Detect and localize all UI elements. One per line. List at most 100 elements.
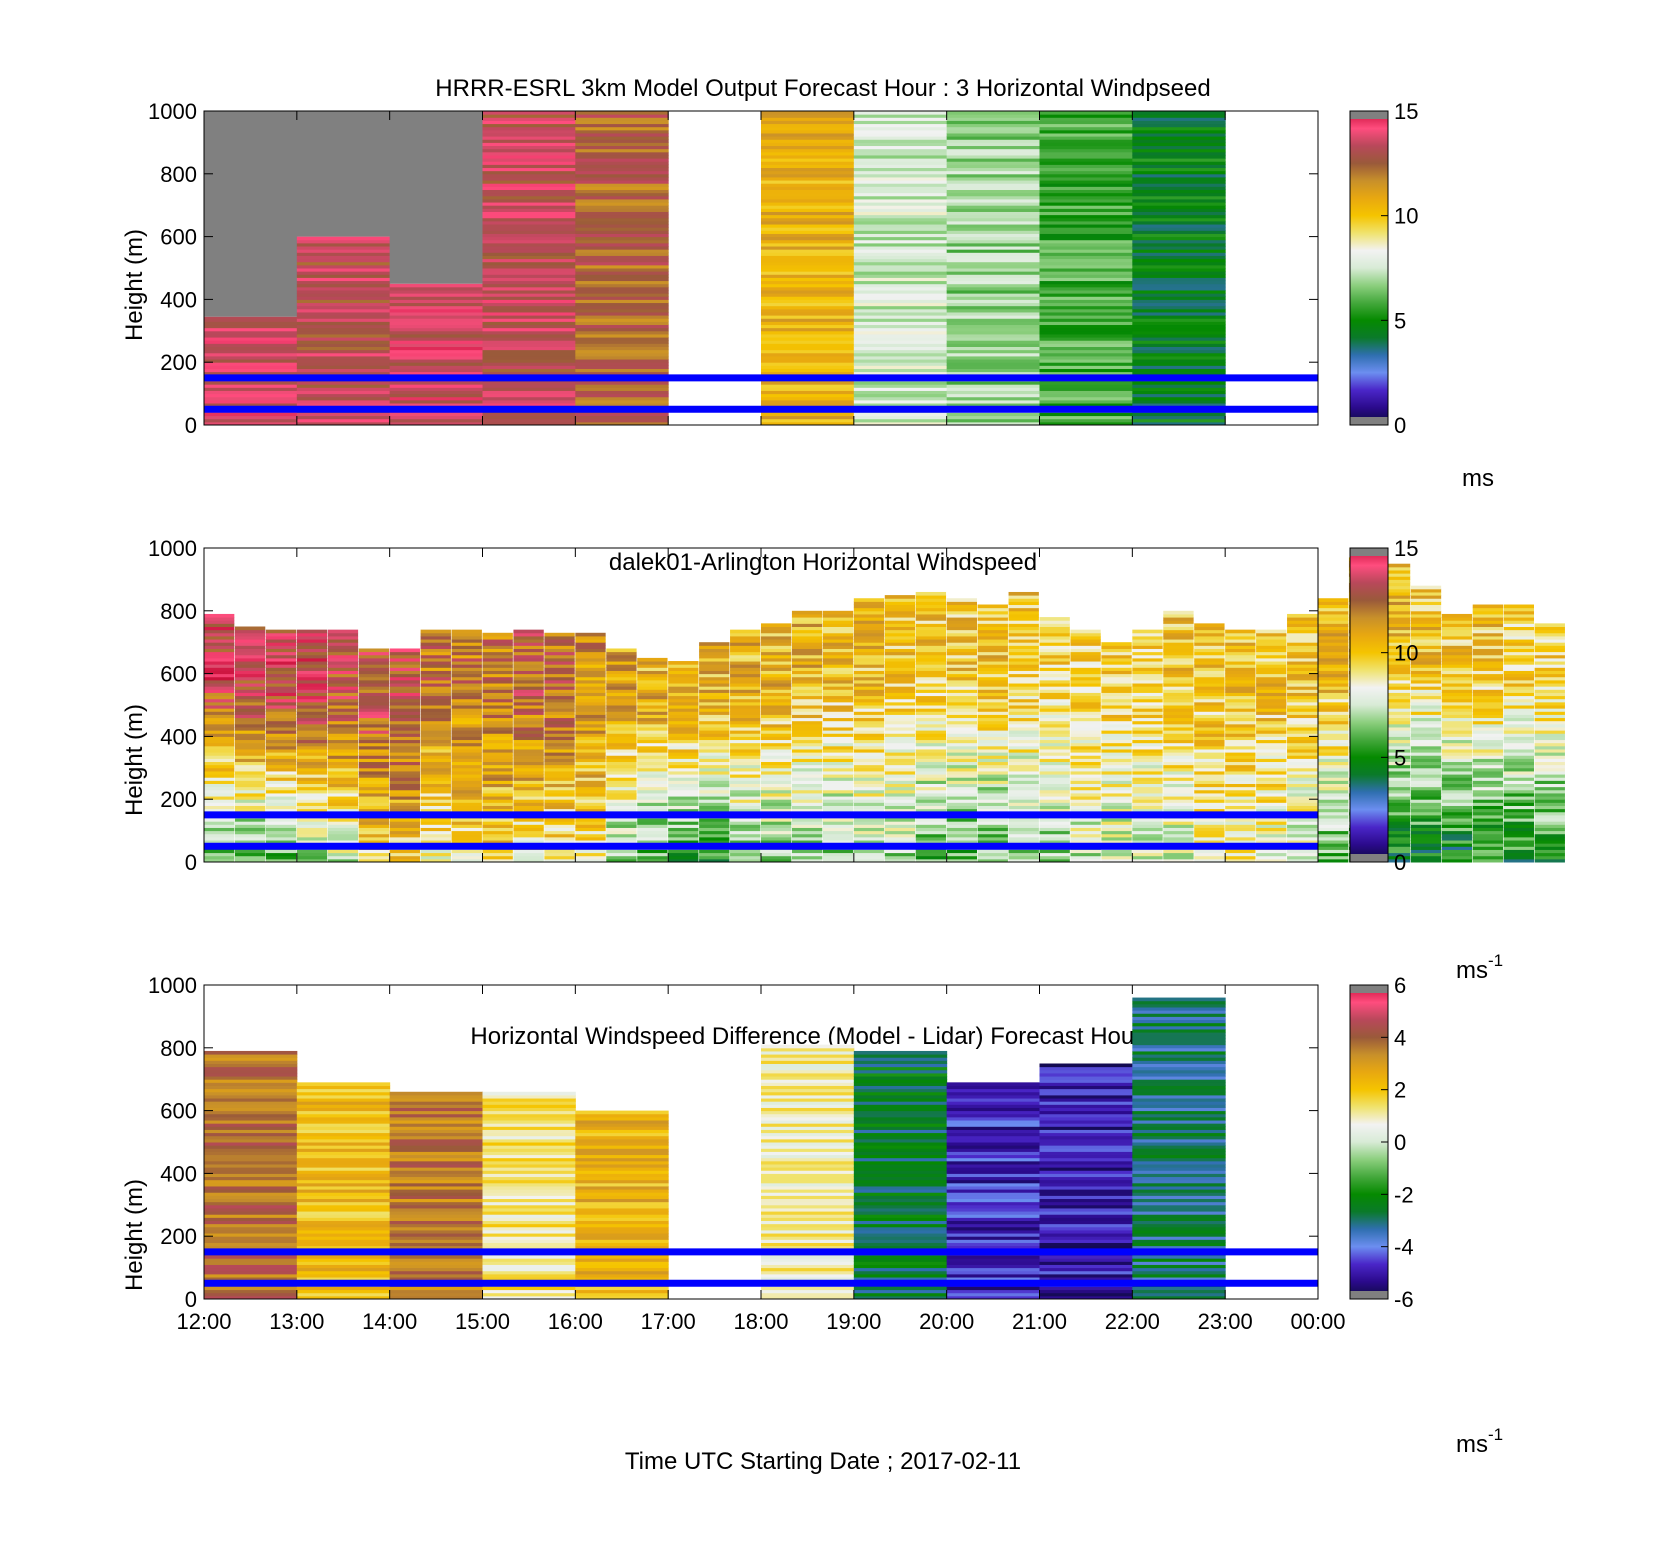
heatmap-cell — [389, 654, 420, 659]
heatmap-cell — [1410, 595, 1442, 599]
heatmap-cell — [1256, 858, 1287, 863]
heatmap-cell — [296, 676, 328, 681]
heatmap-cell — [204, 780, 235, 784]
heatmap-cell — [327, 777, 359, 781]
heatmap-cell — [853, 1179, 948, 1184]
heatmap-cell — [761, 1289, 855, 1294]
heatmap-cell — [637, 767, 668, 772]
heatmap-cell — [265, 774, 297, 778]
heatmap-cell — [482, 657, 513, 662]
heatmap-cell — [977, 683, 1008, 687]
heatmap-cell — [265, 802, 297, 806]
heatmap-cell — [1039, 642, 1070, 646]
heatmap-cell — [358, 736, 390, 741]
heatmap-cell — [1503, 604, 1534, 609]
heatmap-cell — [946, 1204, 1040, 1209]
heatmap-cell — [1039, 211, 1133, 216]
heatmap-cell — [884, 852, 916, 857]
heatmap-cell — [265, 673, 297, 678]
heatmap-cell — [637, 679, 668, 684]
heatmap-cell — [915, 783, 947, 788]
heatmap-cell — [1070, 761, 1101, 766]
heatmap-cell — [1101, 855, 1132, 860]
heatmap-cell — [1070, 796, 1101, 800]
heatmap-cell — [1318, 610, 1349, 615]
heatmap-cell — [1472, 698, 1504, 703]
heatmap-cell — [761, 220, 855, 225]
heatmap-cell — [1318, 686, 1349, 690]
heatmap-cell — [853, 142, 948, 147]
heatmap-cell — [1194, 711, 1225, 715]
heatmap-cell — [1534, 774, 1565, 778]
heatmap-cell — [884, 824, 916, 828]
heatmap-cell — [451, 639, 482, 643]
heatmap-cell — [1101, 748, 1132, 753]
heatmap-cell — [389, 855, 420, 860]
heatmap-cell — [1534, 833, 1565, 838]
heatmap-cell — [1318, 698, 1349, 703]
heatmap-cell — [1132, 761, 1163, 766]
heatmap-cell — [204, 321, 298, 326]
heatmap-cell — [1163, 786, 1194, 791]
heatmap-cell — [1256, 755, 1287, 759]
heatmap-cell — [853, 1104, 948, 1108]
heatmap-cell — [946, 598, 977, 602]
heatmap-cell — [1070, 830, 1101, 835]
heatmap-cell — [977, 673, 1008, 678]
heatmap-cell — [853, 598, 885, 602]
heatmap-cell — [946, 789, 977, 794]
heatmap-cell — [296, 645, 328, 649]
heatmap-cell — [946, 151, 1040, 156]
heatmap-cell — [1287, 686, 1318, 690]
heatmap-cell — [1132, 739, 1163, 744]
heatmap-cell — [1039, 1154, 1133, 1159]
heatmap-cell — [234, 664, 266, 668]
heatmap-cell — [637, 723, 668, 728]
heatmap-cell — [1039, 120, 1133, 125]
heatmap-cell — [1472, 849, 1504, 854]
heatmap-cell — [482, 337, 576, 341]
heatmap-cell — [389, 1176, 483, 1181]
heatmap-cell — [761, 340, 855, 344]
heatmap-cell — [946, 220, 1040, 225]
heatmap-cell — [761, 393, 855, 398]
heatmap-cell — [946, 786, 977, 791]
heatmap-cell — [513, 654, 544, 659]
heatmap-cell — [1008, 613, 1039, 618]
heatmap-cell — [946, 333, 1040, 338]
heatmap-cell — [327, 742, 359, 747]
heatmap-cell — [1225, 830, 1256, 835]
heatmap-cell — [575, 657, 606, 662]
heatmap-cell — [296, 390, 391, 395]
heatmap-cell — [1318, 661, 1349, 665]
heatmap-cell — [1132, 355, 1226, 360]
heatmap-cell — [946, 1151, 1040, 1156]
heatmap-cell — [1039, 142, 1133, 147]
heatmap-cell — [884, 730, 916, 734]
heatmap-cell — [1503, 761, 1534, 766]
heatmap-cell — [1132, 695, 1163, 700]
heatmap-cell — [884, 767, 916, 772]
heatmap-cell — [946, 705, 977, 709]
heatmap-cell — [1410, 796, 1442, 800]
heatmap-cell — [853, 1123, 948, 1127]
heatmap-cell — [946, 403, 1040, 407]
heatmap-cell — [358, 821, 390, 825]
heatmap-cell — [296, 639, 328, 643]
heatmap-cell — [1039, 393, 1133, 398]
heatmap-cell — [1472, 758, 1504, 763]
heatmap-cell — [1441, 686, 1473, 690]
heatmap-cell — [451, 774, 482, 778]
heatmap-cell — [1379, 792, 1411, 797]
heatmap-cell — [1379, 651, 1411, 656]
heatmap-cell — [389, 1154, 483, 1159]
heatmap-cell — [853, 836, 885, 841]
heatmap-cell — [730, 796, 761, 800]
heatmap-cell — [575, 239, 669, 244]
heatmap-cell — [730, 840, 761, 844]
heatmap-cell — [358, 855, 390, 860]
heatmap-cell — [1039, 1229, 1133, 1234]
heatmap-cell — [606, 689, 637, 693]
heatmap-cell — [1410, 670, 1442, 675]
heatmap-cell — [389, 1120, 483, 1124]
